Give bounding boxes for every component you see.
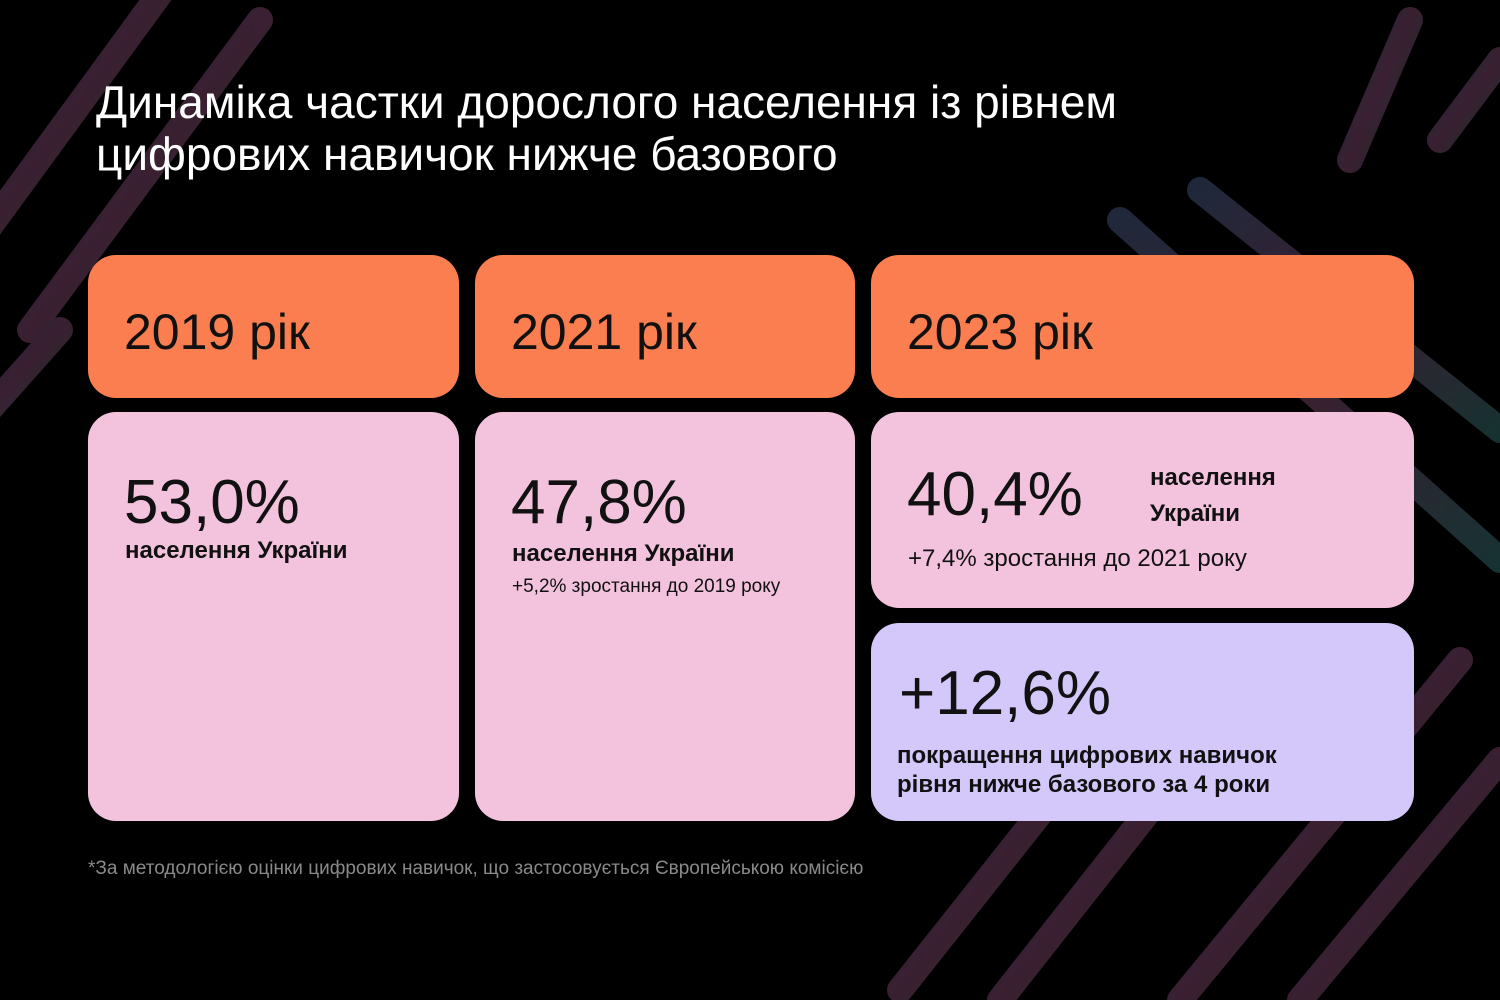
summary-description: покращення цифрових навичок рівня нижче … (897, 741, 1277, 799)
stat-label: населення України (1150, 460, 1276, 532)
stat-change: +7,4% зростання до 2021 року (908, 545, 1247, 572)
title-line-1: Динаміка частки дорослого населення із р… (96, 76, 1117, 128)
year-header-2021: 2021 рік (475, 255, 855, 398)
year-label: 2023 рік (907, 304, 1093, 360)
stat-label: населення України (512, 540, 735, 567)
stat-value: 53,0% (124, 468, 300, 537)
stat-label-line-2: України (1150, 500, 1241, 527)
stat-card-2021: 47,8% населення України +5,2% зростання … (475, 412, 855, 821)
page-title: Динаміка частки дорослого населення із р… (96, 76, 1436, 180)
summary-line-2: рівня нижче базового за 4 роки (897, 771, 1271, 798)
stat-card-2019: 53,0% населення України (88, 412, 459, 821)
stat-change: +5,2% зростання до 2019 року (512, 576, 781, 597)
stat-label: населення України (125, 537, 348, 564)
year-header-2019: 2019 рік (88, 255, 459, 398)
footnote: *За методологією оцінки цифрових навичок… (88, 858, 864, 879)
stat-value: 40,4% (907, 460, 1083, 529)
year-label: 2021 рік (511, 304, 697, 360)
year-label: 2019 рік (124, 304, 310, 360)
stat-label-line-1: населення (1150, 464, 1276, 491)
stat-card-2023: 40,4% населення України +7,4% зростання … (871, 412, 1414, 608)
summary-card: +12,6% покращення цифрових навичок рівня… (871, 623, 1414, 821)
summary-line-1: покращення цифрових навичок (897, 742, 1277, 769)
year-header-2023: 2023 рік (871, 255, 1414, 398)
stat-value: 47,8% (511, 468, 687, 537)
summary-value: +12,6% (899, 659, 1112, 728)
title-line-2: цифрових навичок нижче базового (96, 128, 838, 180)
